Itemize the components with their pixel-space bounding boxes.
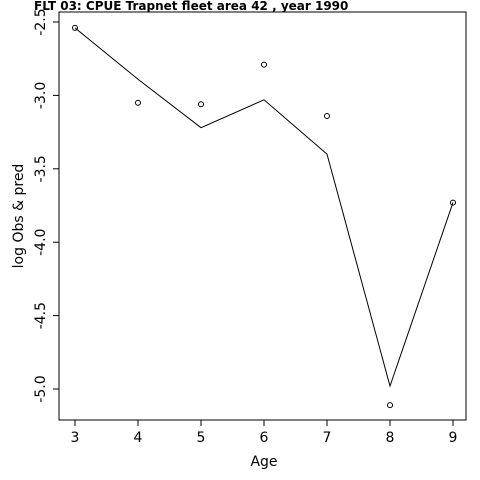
predicted-series: [74, 27, 454, 388]
x-tick-label: 8: [386, 430, 395, 446]
x-tick-label: 9: [449, 430, 458, 446]
observed-point: [72, 24, 78, 31]
y-tick-label: -2.5: [33, 8, 49, 35]
observed-point: [324, 112, 330, 119]
y-tick-label: -3.0: [33, 82, 49, 109]
observed-point: [261, 61, 267, 68]
observed-point: [450, 199, 456, 206]
y-tick-label: -5.0: [33, 375, 49, 402]
x-tick-label: 5: [197, 430, 206, 446]
plot-frame: [58, 11, 467, 421]
y-tick-label: -4.0: [33, 229, 49, 256]
x-tick-label: 3: [71, 430, 80, 446]
y-tick-label: -4.5: [33, 302, 49, 329]
observed-point: [387, 402, 393, 409]
x-tick-label: 6: [260, 430, 269, 446]
x-tick-label: 4: [134, 430, 143, 446]
observed-series: [72, 24, 456, 409]
predicted-line: [74, 27, 454, 388]
x-axis-label: Age: [250, 454, 277, 470]
y-axis-label: log Obs & pred: [11, 164, 27, 269]
chart-title: FLT 03: CPUE Trapnet fleet area 42 , yea…: [34, 0, 348, 13]
observed-point: [135, 99, 141, 106]
y-tick-label: -3.5: [33, 155, 49, 182]
x-tick-label: 7: [323, 430, 332, 446]
observed-point: [198, 101, 204, 108]
x-axis: 3 4 5 6 7 8 9: [71, 419, 458, 446]
y-axis: -2.5 -3.0 -3.5 -4.0 -4.5 -5.0: [33, 8, 59, 403]
